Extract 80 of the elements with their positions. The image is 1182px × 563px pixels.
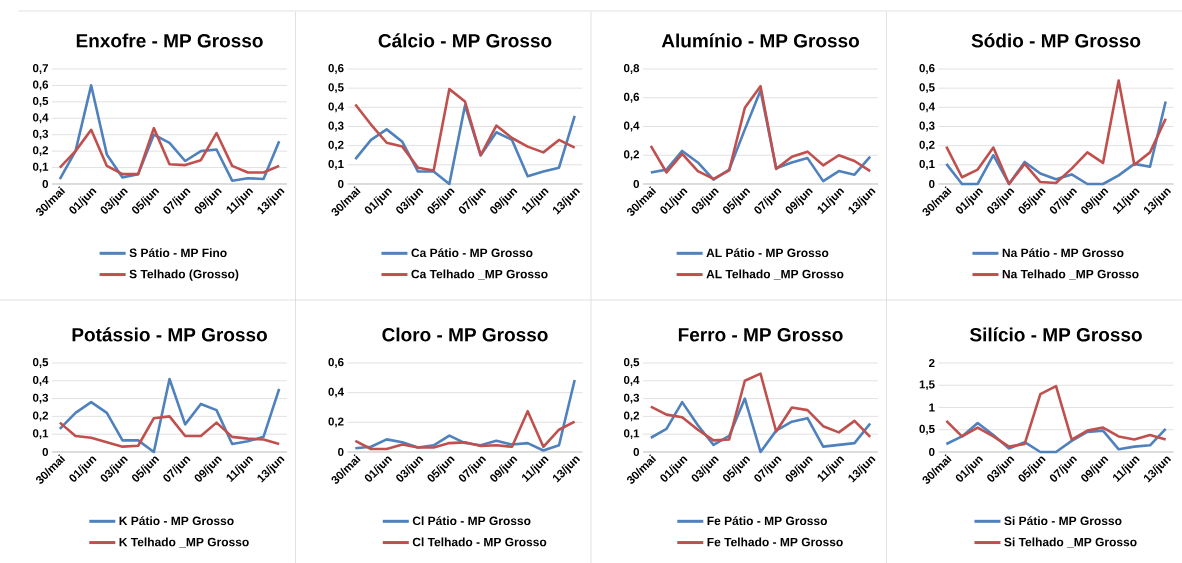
y-tick-label: 0 bbox=[633, 447, 640, 457]
chart-title: Cálcio - MP Grosso bbox=[378, 33, 552, 48]
y-tick-label: 0,2 bbox=[919, 140, 935, 151]
y-tick-label: 1 bbox=[929, 403, 935, 412]
line-series bbox=[58, 377, 281, 454]
chart-title: Cloro - MP Grosso bbox=[382, 327, 548, 342]
line-series bbox=[945, 384, 1167, 448]
legend-label: K Telhado _MP Grosso bbox=[119, 537, 249, 548]
y-tick-label: 0,5 bbox=[328, 83, 344, 94]
y-tick-label: 0,1 bbox=[328, 159, 344, 170]
chart-title: Potássio - MP Grosso bbox=[72, 327, 267, 342]
y-tick-label: 0 bbox=[42, 179, 49, 189]
legend-label: Cl Telhado - MP Grosso bbox=[412, 537, 547, 547]
chart-title: Sódio - MP Grosso bbox=[971, 33, 1141, 48]
y-tick-label: 0 bbox=[338, 179, 344, 189]
y-tick-label: 0,8 bbox=[623, 64, 640, 74]
y-tick-label: 0 bbox=[929, 447, 935, 457]
y-tick-label: 0,5 bbox=[919, 83, 935, 94]
legend-label: AL Pátio - MP Grosso bbox=[706, 248, 829, 258]
legend-label: S Telhado (Grosso) bbox=[129, 269, 239, 281]
legend-label: Na Pátio - MP Grosso bbox=[1002, 248, 1124, 258]
legend-label: Ca Pátio - MP Grosso bbox=[411, 248, 533, 258]
y-tick-label: 0,6 bbox=[919, 64, 935, 74]
y-tick-label: 0,2 bbox=[328, 140, 344, 151]
chart-title: Alumínio - MP Grosso bbox=[661, 33, 859, 48]
y-tick-label: 0,4 bbox=[328, 387, 344, 398]
y-tick-label: 0,6 bbox=[328, 64, 344, 74]
y-tick-label: 0,1 bbox=[32, 162, 49, 173]
y-tick-label: 0,6 bbox=[623, 92, 640, 103]
y-tick-label: 0,3 bbox=[623, 393, 640, 404]
y-tick-label: 0,7 bbox=[32, 64, 48, 74]
line-series bbox=[354, 409, 576, 451]
legend-label: Fe Pátio - MP Grosso bbox=[707, 516, 827, 526]
y-tick-label: 0,4 bbox=[623, 121, 640, 132]
y-tick-label: 0,1 bbox=[919, 159, 935, 170]
y-tick-label: 0 bbox=[338, 447, 344, 457]
legend-label: Ca Telhado _MP Grosso bbox=[411, 269, 548, 280]
y-tick-label: 0 bbox=[42, 447, 49, 457]
y-tick-label: 0,6 bbox=[32, 80, 49, 91]
line-series bbox=[58, 415, 281, 448]
legend-label: S Pátio - MP Fino bbox=[129, 248, 227, 258]
chart-title: Enxofre - MP Grosso bbox=[76, 33, 263, 48]
y-tick-label: 0 bbox=[929, 179, 935, 189]
y-tick-label: 0 bbox=[633, 179, 640, 189]
y-tick-label: 0,1 bbox=[32, 429, 49, 440]
y-tick-label: 0,3 bbox=[328, 121, 344, 132]
y-tick-label: 0,4 bbox=[32, 375, 49, 386]
y-tick-label: 0,5 bbox=[32, 96, 49, 107]
y-tick-label: 0,2 bbox=[623, 411, 640, 422]
y-tick-label: 0,2 bbox=[328, 417, 344, 428]
legend-label: AL Telhado _MP Grosso bbox=[706, 269, 844, 280]
line-series bbox=[58, 126, 281, 176]
y-tick-label: 0,2 bbox=[32, 146, 49, 157]
y-tick-label: 2 bbox=[929, 358, 935, 367]
y-tick-label: 0,5 bbox=[919, 424, 935, 435]
y-tick-label: 0,5 bbox=[623, 358, 640, 368]
chart-title: Ferro - MP Grosso bbox=[678, 328, 843, 342]
y-tick-label: 0,4 bbox=[328, 102, 344, 113]
y-tick-label: 0,4 bbox=[919, 102, 935, 113]
y-tick-label: 0,3 bbox=[32, 393, 49, 404]
legend-label: Na Telhado _MP Grosso bbox=[1002, 269, 1139, 280]
y-tick-label: 0,3 bbox=[32, 129, 49, 140]
y-tick-label: 1,5 bbox=[919, 380, 935, 391]
y-tick-label: 0,4 bbox=[623, 375, 640, 386]
y-tick-label: 0,2 bbox=[623, 150, 640, 161]
line-series bbox=[354, 87, 576, 172]
y-tick-label: 0,1 bbox=[623, 429, 640, 440]
line-series bbox=[649, 372, 872, 442]
legend-label: Cl Pátio - MP Grosso bbox=[412, 516, 531, 526]
line-series bbox=[945, 79, 1167, 186]
y-tick-label: 0,6 bbox=[328, 358, 344, 368]
y-tick-label: 0,5 bbox=[32, 358, 49, 368]
legend-label: Si Pátio - MP Grosso bbox=[1004, 516, 1122, 526]
legend-label: Fe Telhado - MP Grosso bbox=[707, 537, 843, 547]
y-tick-label: 0,3 bbox=[919, 121, 935, 132]
legend-label: K Pátio - MP Grosso bbox=[119, 516, 234, 526]
y-tick-label: 0,2 bbox=[32, 411, 49, 422]
y-tick-label: 0,4 bbox=[32, 113, 49, 124]
chart-title: Silício - MP Grosso bbox=[969, 327, 1142, 342]
legend-label: Si Telhado _MP Grosso bbox=[1004, 537, 1137, 548]
